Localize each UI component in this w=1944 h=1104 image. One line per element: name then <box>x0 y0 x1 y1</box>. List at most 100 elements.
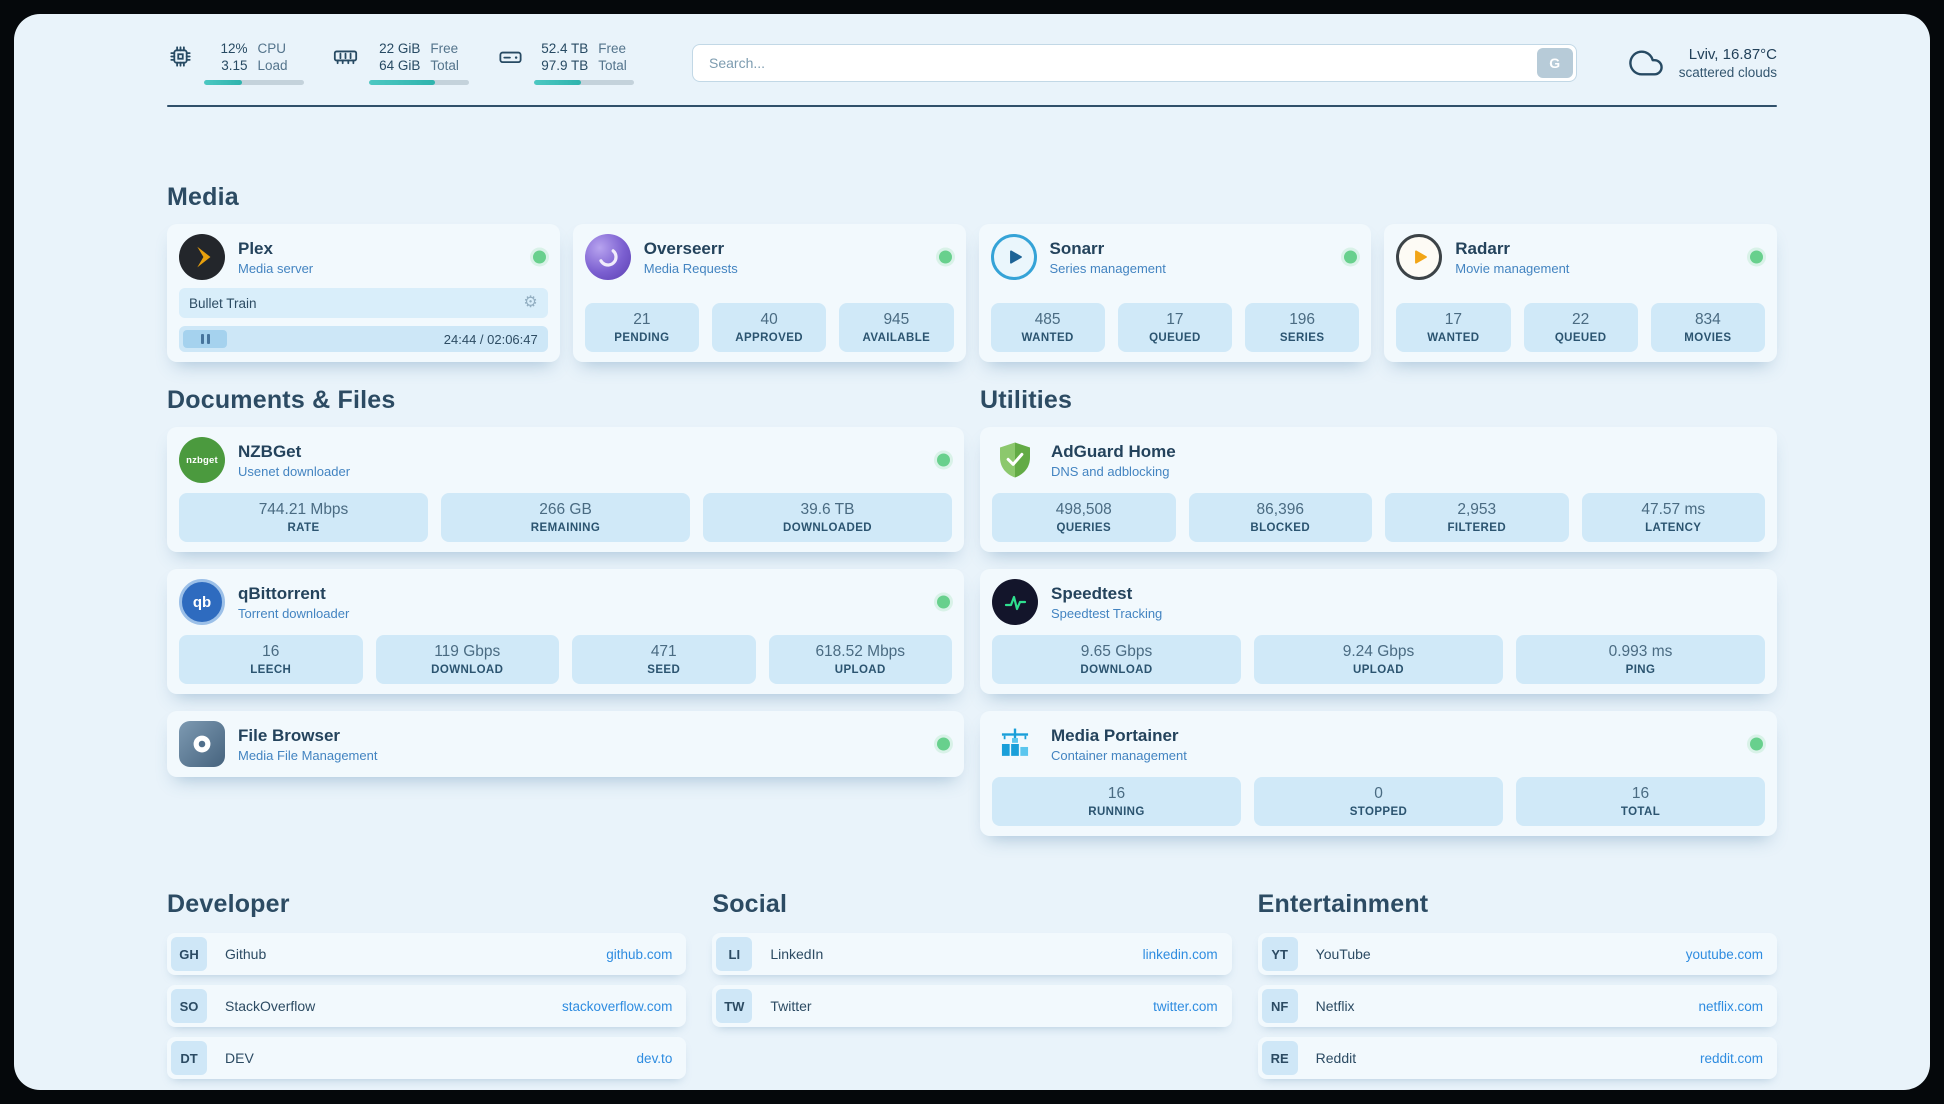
pause-icon <box>200 334 204 344</box>
stat-value: 0.993 ms <box>1608 643 1673 660</box>
status-dot <box>1750 737 1763 751</box>
stat: 16 LEECH <box>179 635 363 684</box>
stat-value: 945 <box>883 311 910 328</box>
stat-value: 16 <box>1631 785 1650 802</box>
filebrowser-card[interactable]: File Browser Media File Management <box>167 711 964 777</box>
plex-card[interactable]: Plex Media server Bullet Train ⚙ 24:44 /… <box>167 224 560 362</box>
stat-value: 16 <box>1107 785 1126 802</box>
status-dot <box>937 453 950 467</box>
bookmark-dev[interactable]: DT DEV dev.to <box>167 1037 687 1079</box>
stat-label: FILTERED <box>1447 522 1507 534</box>
stat-value: 744.21 Mbps <box>258 501 349 518</box>
stat-value: 2,953 <box>1457 501 1497 518</box>
bookmark-badge: GH <box>171 937 207 971</box>
card-title: qBittorrent <box>238 584 326 603</box>
stats-row: 21 PENDING 40 APPROVED 945 AVAILABLE <box>584 293 954 352</box>
stat-label: DOWNLOADED <box>783 522 872 534</box>
card-title: AdGuard Home <box>1051 442 1176 461</box>
disk-bar-fill <box>534 80 581 85</box>
card-title: Plex <box>238 239 273 258</box>
radarr-card[interactable]: Radarr Movie management 17 WANTED 22 QUEUE… <box>1384 224 1777 362</box>
stat: 498,508 QUERIES <box>992 493 1176 542</box>
bookmark-stackoverflow[interactable]: SO StackOverflow stackoverflow.com <box>167 985 687 1027</box>
bookmark-reddit[interactable]: RE Reddit reddit.com <box>1257 1037 1777 1079</box>
memory-stats: 22 GiB Free 64 GiB Total <box>332 40 469 85</box>
cpu-bar-fill <box>204 80 242 85</box>
pause-icon <box>206 334 210 344</box>
stat-label: PING <box>1625 664 1656 676</box>
stat-value: 471 <box>650 643 677 660</box>
section-title-utilities: Utilities <box>980 386 1073 414</box>
stat-label: SEED <box>647 664 681 676</box>
section-title-developer: Developer <box>167 890 290 918</box>
status-dot <box>937 737 950 751</box>
stats-row: 16 LEECH 119 Gbps DOWNLOAD 471 SEED 618.52 … <box>179 625 952 684</box>
weather-condition: scattered clouds <box>1678 64 1777 80</box>
bookmark-twitter[interactable]: TW Twitter twitter.com <box>712 985 1232 1027</box>
bookmark-linkedin[interactable]: LI LinkedIn linkedin.com <box>712 933 1232 975</box>
stats-row: 9.65 Gbps DOWNLOAD 9.24 Gbps UPLOAD 0.993 … <box>992 625 1765 684</box>
search-engine-button[interactable]: G <box>1536 47 1573 78</box>
stat-value: 196 <box>1289 311 1316 328</box>
system-stats: 12% CPU 3.15 Load 22 <box>167 40 634 85</box>
card-title: Speedtest <box>1051 584 1133 603</box>
stat-label: DOWNLOAD <box>431 664 504 676</box>
bookmark-link: reddit.com <box>1699 1050 1763 1066</box>
stat-label: AVAILABLE <box>862 332 931 344</box>
gear-icon[interactable]: ⚙ <box>523 294 538 311</box>
bookmark-youtube[interactable]: YT YouTube youtube.com <box>1257 933 1777 975</box>
stat-value: 17 <box>1444 311 1462 328</box>
bookmark-badge: SO <box>171 989 207 1023</box>
sonarr-card[interactable]: Sonarr Series management 485 WANTED 17 QUE… <box>978 224 1372 362</box>
overseerr-card[interactable]: Overseerr Media Requests 21 PENDING 40 APP… <box>572 224 966 362</box>
card-title: Sonarr <box>1049 239 1105 258</box>
cpu-bar <box>204 80 304 85</box>
search-input[interactable] <box>692 43 1577 82</box>
playback-progress-bar[interactable]: 24:44 / 02:06:47 <box>179 326 548 352</box>
stats-row: 16 RUNNING 0 STOPPED 16 TOTAL <box>992 767 1765 826</box>
developer-bookmarks: Developer GH Github github.com SO StackO… <box>167 890 687 1079</box>
stat-label: UPLOAD <box>1353 664 1404 676</box>
card-subtitle: Movie management <box>1455 261 1570 276</box>
nzbget-card[interactable]: nzbget NZBGet Usenet downloader 744.21 M… <box>167 427 964 552</box>
disk-total: 97.9 TB <box>541 58 589 73</box>
dashboard-panel: 12% CPU 3.15 Load 22 <box>14 14 1930 1090</box>
bookmark-link: linkedin.com <box>1142 946 1218 962</box>
stat-value: 16 <box>262 643 280 660</box>
stat-label: REMAINING <box>530 522 601 534</box>
bookmark-github[interactable]: GH Github github.com <box>167 933 687 975</box>
cpu-percent-label: CPU <box>257 41 286 56</box>
stat: 0.993 ms PING <box>1516 635 1765 684</box>
disk-total-label: Total <box>598 58 627 73</box>
stat-value: 22 <box>1572 311 1590 328</box>
section-title-social: Social <box>712 890 788 918</box>
card-title: Overseerr <box>643 239 725 258</box>
stat: 2,953 FILTERED <box>1385 493 1569 542</box>
weather-widget[interactable]: Lviv, 16.87°C scattered clouds <box>1623 46 1777 80</box>
stat-value: 266 GB <box>539 501 592 518</box>
nzbget-icon: nzbget <box>179 437 225 483</box>
stat-value: 9.65 Gbps <box>1080 643 1153 660</box>
portainer-card[interactable]: Media Portainer Container management 16 R… <box>980 711 1777 836</box>
bookmark-badge: YT <box>1261 937 1298 971</box>
disk-free: 52.4 TB <box>541 41 589 56</box>
stat: 21 PENDING <box>584 303 699 352</box>
speedtest-card[interactable]: Speedtest Speedtest Tracking 9.65 Gbps DO… <box>980 569 1777 694</box>
cpu-percent: 12% <box>220 41 248 56</box>
stat: 196 SERIES <box>1245 303 1360 352</box>
qbittorrent-card[interactable]: qb qBittorrent Torrent downloader 16 LEEC… <box>167 569 964 694</box>
stat: 17 WANTED <box>1396 303 1511 352</box>
pause-button[interactable] <box>183 330 227 348</box>
bookmark-link: twitter.com <box>1153 998 1218 1014</box>
stat-label: TOTAL <box>1620 806 1661 818</box>
adguard-card[interactable]: AdGuard Home DNS and adblocking 498,508 Q… <box>980 427 1777 552</box>
portainer-crane-icon <box>992 721 1038 767</box>
stat: 22 QUEUED <box>1523 303 1638 352</box>
bookmark-netflix[interactable]: NF Netflix netflix.com <box>1257 985 1777 1027</box>
stat-value: 40 <box>760 311 778 328</box>
memory-total-label: Total <box>430 58 459 73</box>
stats-row: 498,508 QUERIES 86,396 BLOCKED 2,953 FILTER… <box>992 483 1765 542</box>
stat-value: 17 <box>1166 311 1184 328</box>
stat-value: 119 Gbps <box>434 643 501 660</box>
status-dot <box>938 250 952 264</box>
